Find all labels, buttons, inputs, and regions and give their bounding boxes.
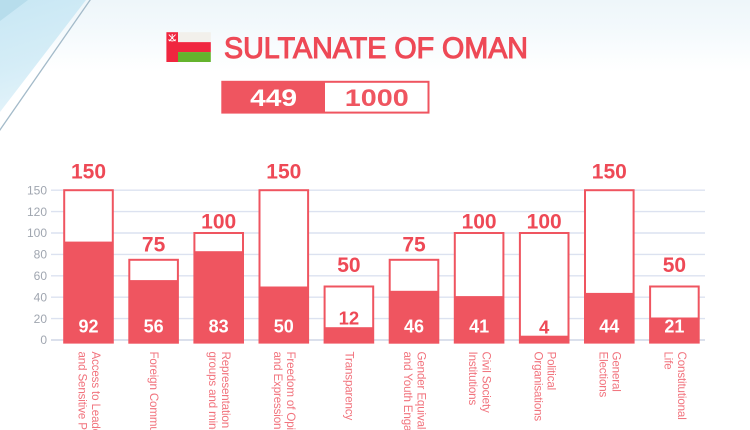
svg-text:80: 80 xyxy=(34,248,48,262)
svg-text:92: 92 xyxy=(78,316,98,336)
svg-text:100: 100 xyxy=(462,211,497,234)
svg-text:50: 50 xyxy=(663,254,686,277)
svg-text:100: 100 xyxy=(527,211,562,234)
svg-text:41: 41 xyxy=(469,316,489,336)
svg-text:4: 4 xyxy=(539,317,550,338)
svg-text:PoliticalOrganisations: PoliticalOrganisations xyxy=(531,352,557,422)
svg-text:50: 50 xyxy=(274,316,294,336)
svg-text:Representation ofgroups and mi: Representation ofgroups and minorities xyxy=(206,352,232,430)
svg-text:Freedom of Opinionand Expressi: Freedom of Opinionand Expression xyxy=(271,352,297,430)
svg-text:12: 12 xyxy=(339,307,360,328)
svg-text:40: 40 xyxy=(34,290,48,304)
svg-text:150: 150 xyxy=(266,161,301,184)
svg-text:75: 75 xyxy=(142,233,166,256)
svg-text:SULTANATE OF OMAN: SULTANATE OF OMAN xyxy=(224,32,528,65)
svg-text:83: 83 xyxy=(209,316,229,336)
svg-text:100: 100 xyxy=(27,226,47,240)
svg-text:Civil SocietyInstitutions: Civil SocietyInstitutions xyxy=(466,352,492,414)
svg-text:GeneralElections: GeneralElections xyxy=(596,352,622,398)
svg-text:20: 20 xyxy=(34,312,48,326)
svg-text:Transparency: Transparency xyxy=(343,352,356,421)
svg-text:Foreign Communities: Foreign Communities xyxy=(147,352,160,430)
svg-text:150: 150 xyxy=(27,183,47,197)
svg-text:21: 21 xyxy=(664,316,684,336)
svg-text:50: 50 xyxy=(337,254,360,277)
svg-text:120: 120 xyxy=(27,205,47,219)
svg-text:ConstitutionalLife: ConstitutionalLife xyxy=(662,352,688,420)
svg-text:Gender Equivalenceand Youth En: Gender Equivalenceand Youth Engagement xyxy=(401,352,427,430)
svg-text:60: 60 xyxy=(34,269,48,283)
svg-text:0: 0 xyxy=(40,333,47,347)
svg-text:75: 75 xyxy=(402,233,426,256)
svg-text:150: 150 xyxy=(592,161,627,184)
svg-text:100: 100 xyxy=(201,211,236,234)
svg-text:150: 150 xyxy=(71,161,106,184)
svg-text:1000: 1000 xyxy=(345,85,409,112)
svg-text:449: 449 xyxy=(250,85,297,112)
svg-text:46: 46 xyxy=(404,316,424,336)
svg-text:44: 44 xyxy=(599,316,619,336)
svg-text:56: 56 xyxy=(144,316,164,336)
svg-text:Access to Leadershipand Sensit: Access to Leadershipand Sensitive Posts xyxy=(76,352,102,430)
